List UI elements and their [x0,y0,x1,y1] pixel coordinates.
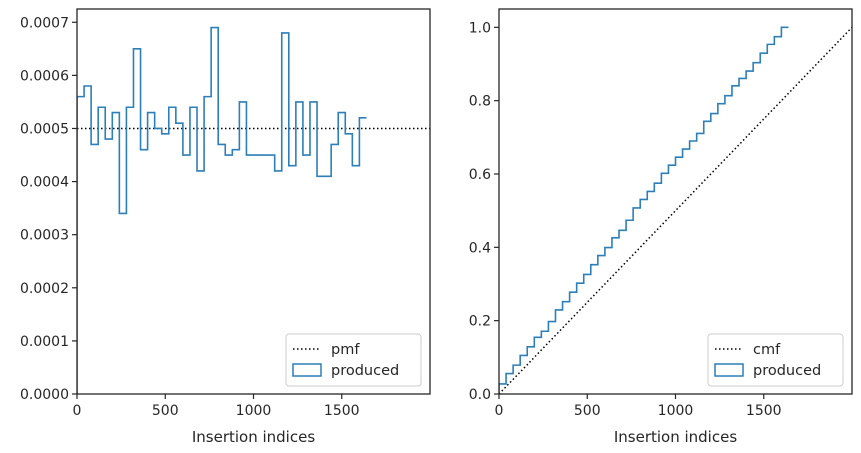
legend-cmf-label: cmf [753,342,781,358]
y-tick-label: 0.8 [469,94,491,110]
y-tick-label: 0.0002 [20,281,69,297]
right-chart-cmf: 0 500 1000 1500 0.0 0.2 0.4 0.6 0.8 1.0 Insertion … [469,8,853,446]
y-tick-label: 1.0 [469,20,491,36]
y-tick-label: 0.0000 [20,387,69,403]
x-tick-label: 1000 [236,403,272,419]
legend-produced-label: produced [753,363,821,379]
y-tick-label: 0.0001 [20,334,69,350]
x-axis-label: Insertion indices [192,428,315,446]
x-tick-label: 500 [574,403,601,419]
x-tick-label: 1500 [324,403,360,419]
x-tick-label: 0 [73,403,82,419]
y-tick-label: 0.0005 [20,121,69,137]
legend-produced-label: produced [331,363,399,379]
y-tick-label: 0.6 [469,167,491,183]
legend-produced-swatch [714,363,744,377]
left-chart-pmf: 0 500 1000 1500 0.0000 0.0001 0.0002 0.0003 0.00… [20,8,431,446]
produced-step [499,26,789,394]
legend-box [285,333,422,387]
legend-produced-swatch [292,363,322,377]
legend-pmf-label: pmf [331,342,360,358]
legend: pmf produced [285,333,422,387]
y-tick-label: 0.0 [469,387,491,403]
y-tick-label: 0.0003 [20,228,69,244]
y-tick-label: 0.0007 [20,15,69,31]
cmf-line [499,26,852,394]
y-tick-label: 0.0004 [20,175,69,191]
x-tick-label: 1000 [658,403,694,419]
legend-box [707,333,844,387]
y-tick-label: 0.4 [469,240,491,256]
y-tick-label: 0.0006 [20,68,69,84]
legend: cmf produced [707,333,844,387]
x-tick-label: 0 [495,403,504,419]
y-tick-label: 0.2 [469,314,491,330]
plot-area [77,26,430,394]
x-tick-label: 1500 [746,403,782,419]
plot-area [499,26,852,394]
x-axis-label: Insertion indices [614,428,737,446]
produced-step [77,26,367,394]
x-tick-label: 500 [152,403,179,419]
